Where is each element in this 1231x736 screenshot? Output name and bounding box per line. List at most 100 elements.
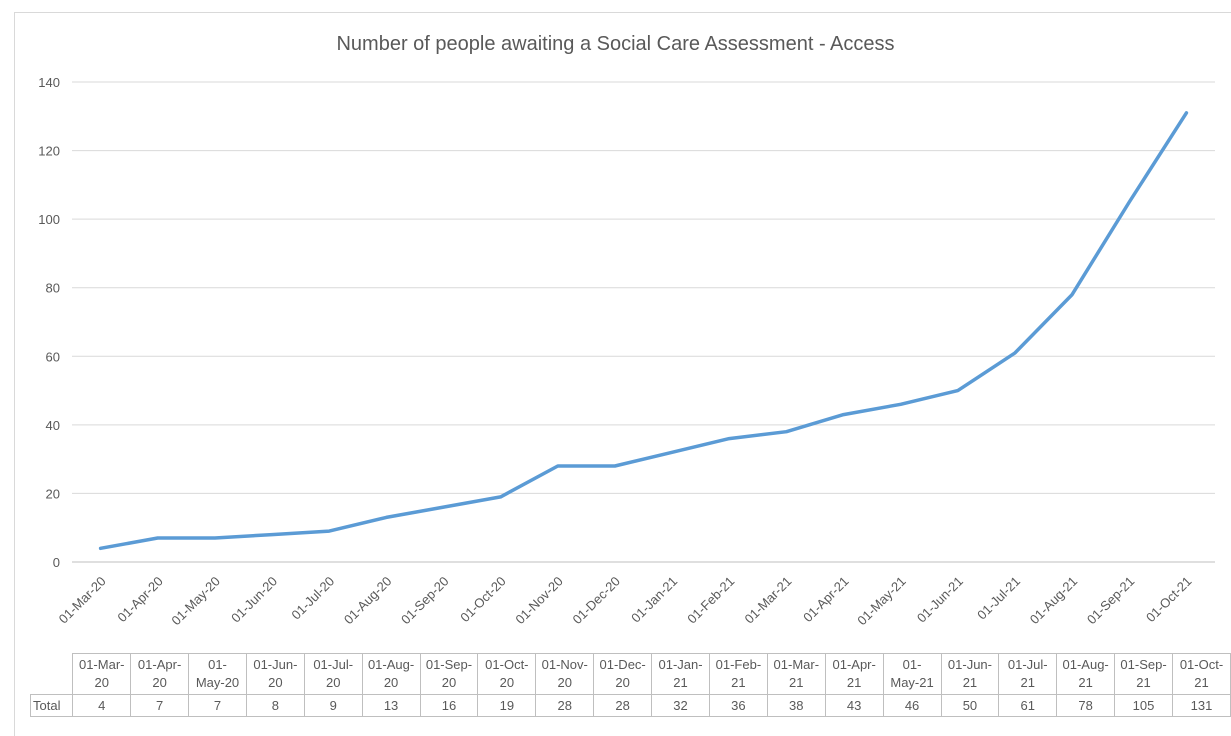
x-tick-label: 01-Apr-21 (800, 574, 851, 625)
table-header-text: 01-Dec- (599, 657, 646, 672)
x-tick-label: 01-Sep-20 (398, 574, 452, 628)
table-corner (30, 653, 74, 695)
x-tick-label: 01-May-21 (854, 574, 909, 629)
chart-frame (14, 12, 1231, 736)
table-header-text: 01-Aug- (1062, 657, 1109, 672)
table-header-cell: 01-Mar- 20 (72, 653, 132, 695)
table-header-cell: 01-Aug- 20 (361, 653, 421, 695)
table-header-text: 20 (615, 675, 630, 690)
table-value-cell: 8 (245, 694, 305, 717)
table-header-cell: 01-Oct- 20 (477, 653, 537, 695)
table-header-cell: 01-Jun- 21 (940, 653, 1000, 695)
table-header-text: 21 (789, 675, 804, 690)
table-header-cell: 01-Sep- 21 (1114, 653, 1173, 695)
x-tick-label: 01-Mar-20 (56, 574, 109, 627)
y-tick-label: 20 (46, 486, 60, 501)
table-header-text: 01- (208, 657, 227, 672)
series-line-total (98, 111, 1189, 551)
table-header-text: 01-Sep- (425, 657, 473, 672)
table-header-text: 20 (325, 675, 341, 690)
table-header-text: 21 (1194, 675, 1209, 690)
table-header-text: 01-Jul- (313, 657, 354, 672)
table-header-cell: 01-Mar- 21 (766, 653, 826, 695)
table-value-cell: 13 (361, 694, 421, 717)
table-header-text: 01-Apr- (137, 657, 182, 672)
table-value-cell: 43 (824, 694, 884, 717)
x-tick-label: 01-Mar-21 (741, 574, 794, 627)
table-header-cell: 01-Jul- 20 (303, 653, 363, 695)
table-value-cell: 36 (708, 694, 768, 717)
table-header-text: 01-Nov- (541, 657, 588, 672)
x-tick-label: 01-Oct-21 (1143, 574, 1194, 625)
table-header-text: 21 (962, 675, 978, 690)
table-value-cell: 16 (419, 694, 479, 717)
table-value-cell: 50 (940, 694, 1000, 717)
table-header-row: 01-Mar- 20 01-Apr- 20 01- May-20 01-Jun- 20 01-J… (30, 653, 1231, 695)
table-value-cell: 38 (766, 694, 826, 717)
table-header-cell: 01-Nov- 20 (535, 653, 595, 695)
table-value-cell: 9 (303, 694, 363, 717)
table-header-cell: 01-Oct- 21 (1171, 653, 1231, 695)
y-tick-label: 0 (53, 555, 60, 570)
table-header-text: 21 (1020, 675, 1035, 690)
y-tick-label: 100 (38, 212, 60, 227)
table-header-cell: 01-Jun- 20 (245, 653, 305, 695)
table-header-text: 20 (557, 675, 572, 690)
table-value-cell: 105 (1114, 694, 1173, 717)
table-header-text: 01-Oct- (485, 657, 529, 672)
table-header-text: 20 (152, 675, 167, 690)
table-value-cell: 7 (188, 694, 247, 717)
x-tick-label: 01-May-20 (168, 574, 223, 629)
table-header-cell: 01-Sep- 20 (419, 653, 479, 695)
table-header-cell: 01-Apr- 21 (824, 653, 884, 695)
y-tick-label: 80 (46, 281, 60, 296)
table-header-text: 21 (673, 675, 688, 690)
table-value-cell: 32 (651, 694, 710, 717)
x-tick-label: 01-Apr-20 (114, 574, 165, 625)
table-header-text: 21 (1078, 675, 1093, 690)
table-header-text: 20 (94, 675, 109, 690)
x-tick-label: 01-Feb-21 (684, 574, 737, 627)
table-value-cell: 78 (1056, 694, 1116, 717)
data-table: 01-Mar- 20 01-Apr- 20 01- May-20 01-Jun- 20 01-J… (29, 653, 1231, 717)
table-value-cell: 28 (535, 694, 595, 717)
table-header-text: 01-Apr- (832, 657, 876, 672)
x-tick-label: 01-Jul-21 (974, 574, 1023, 623)
table-header-text: 21 (731, 675, 746, 690)
table-header-text: 01-Mar- (78, 657, 125, 672)
table-value-cell: 131 (1171, 694, 1231, 717)
x-tick-label: 01-Jun-21 (914, 574, 966, 626)
table-header-text: 01- (902, 657, 922, 672)
table-value-cell: 46 (882, 694, 942, 717)
x-tick-label: 01-Nov-20 (512, 574, 566, 628)
x-tick-label: 01-Aug-21 (1027, 574, 1081, 628)
table-row-label: Total (29, 694, 74, 717)
table-header-text: 01-Jun- (253, 657, 298, 672)
table-value-cell: 61 (998, 694, 1058, 717)
table-header-cell: 01- May-21 (882, 653, 942, 695)
table-header-text: 20 (441, 675, 457, 690)
chart-title: Number of people awaiting a Social Care … (336, 33, 895, 55)
x-tick-label: 01-Oct-20 (457, 574, 508, 625)
y-tick-label: 40 (46, 418, 60, 433)
table-header-text: 21 (1136, 675, 1151, 690)
table-header-text: 01-Jun- (947, 657, 992, 672)
x-tick-label: 01-Jan-21 (628, 574, 680, 626)
x-tick-label: 01-Sep-21 (1084, 574, 1138, 628)
table-header-text: 01-Mar- (773, 657, 820, 672)
x-tick-label: 01-Jul-20 (288, 574, 337, 623)
y-tick-label: 140 (38, 75, 60, 90)
table-value-cell: 28 (593, 694, 653, 717)
table-header-cell: 01-Jan- 21 (651, 653, 710, 695)
table-value-cell: 7 (130, 694, 190, 717)
table-value-cell: 19 (477, 694, 537, 717)
x-tick-label: 01-Jun-20 (228, 574, 280, 626)
table-header-cell: 01-Dec- 20 (593, 653, 653, 695)
table-header-text: 01-Sep- (1120, 657, 1167, 672)
table-header-text: 01-Jul- (1007, 657, 1048, 672)
y-tick-label: 120 (38, 144, 60, 159)
table-header-text: 01-Jan- (658, 657, 703, 672)
table-header-text: 20 (268, 675, 283, 690)
y-tick-label: 60 (46, 349, 60, 364)
